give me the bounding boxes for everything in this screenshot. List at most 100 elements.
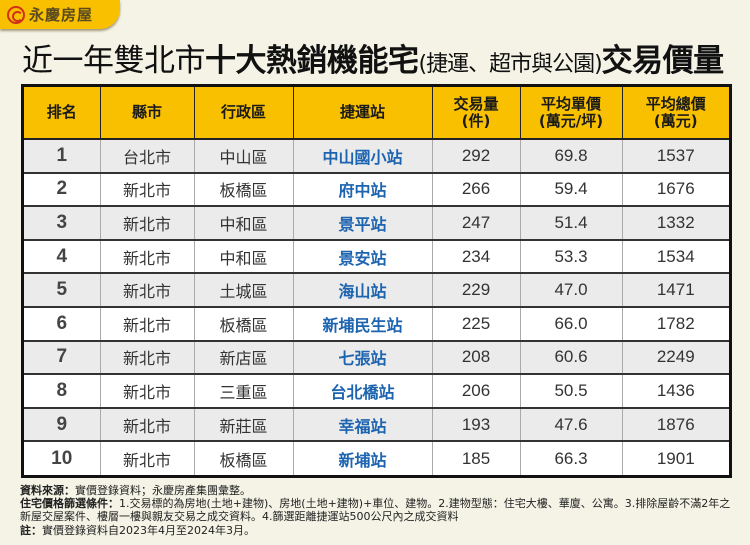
header-total-price: 平均總價 (萬元) xyxy=(622,87,729,140)
cell-station: 幸福站 xyxy=(293,407,433,443)
table-row: 4 新北市 中和區 景安站 234 53.3 1534 xyxy=(24,239,729,275)
cell-rank: 3 xyxy=(24,206,101,241)
cell-station: 中山國小站 xyxy=(293,139,433,174)
cell-volume: 206 xyxy=(432,374,521,409)
cell-station: 新埔站 xyxy=(293,441,433,475)
cell-volume: 266 xyxy=(432,172,521,208)
cell-rank: 1 xyxy=(24,139,101,174)
header-district: 行政區 xyxy=(194,87,294,140)
title-part-2: 十大熱銷機能宅 xyxy=(205,43,419,79)
cell-station: 新埔民生站 xyxy=(293,306,433,342)
cell-city: 新北市 xyxy=(100,441,195,475)
cell-total-price: 1782 xyxy=(622,306,729,342)
cell-total-price: 1876 xyxy=(622,407,729,443)
cell-district: 新莊區 xyxy=(194,407,294,443)
brand-logo-icon xyxy=(7,5,25,24)
cell-volume: 229 xyxy=(432,273,521,308)
cell-city: 新北市 xyxy=(100,206,195,241)
cell-district: 中和區 xyxy=(194,206,294,241)
cell-district: 板橋區 xyxy=(194,306,294,342)
cell-rank: 4 xyxy=(24,239,101,275)
cell-rank: 2 xyxy=(24,172,101,208)
table-row: 3 新北市 中和區 景平站 247 51.4 1332 xyxy=(24,206,729,241)
cell-city: 新北市 xyxy=(100,340,195,376)
cell-total-price: 1676 xyxy=(622,172,729,208)
cell-rank: 9 xyxy=(24,407,101,443)
cell-unit-price: 51.4 xyxy=(520,206,623,241)
cell-total-price: 1471 xyxy=(622,273,729,308)
table-row: 5 新北市 土城區 海山站 229 47.0 1471 xyxy=(24,273,729,308)
cell-rank: 10 xyxy=(24,441,101,475)
cell-total-price: 1436 xyxy=(622,374,729,409)
table-row: 8 新北市 三重區 台北橋站 206 50.5 1436 xyxy=(24,374,729,409)
cell-total-price: 2249 xyxy=(622,340,729,376)
cell-volume: 234 xyxy=(432,239,521,275)
header-volume: 交易量 (件) xyxy=(432,87,521,140)
table-row: 10 新北市 板橋區 新埔站 185 66.3 1901 xyxy=(24,441,729,475)
title-part-1: 近一年雙北市 xyxy=(22,43,206,79)
cell-station: 七張站 xyxy=(293,340,433,376)
cell-city: 台北市 xyxy=(100,139,195,174)
cell-city: 新北市 xyxy=(100,374,195,409)
header-unit-price: 平均單價 (萬元/坪) xyxy=(520,87,623,140)
cell-unit-price: 47.0 xyxy=(520,273,623,308)
cell-district: 板橋區 xyxy=(194,441,294,475)
table-row: 6 新北市 板橋區 新埔民生站 225 66.0 1782 xyxy=(24,306,729,342)
footnotes: 資料來源：實價登錄資料；永慶房產集團彙整。 住宅價格篩選條件：1.交易標的為房地… xyxy=(20,484,740,537)
table-header-row: 排名 縣市 行政區 捷運站 交易量 (件) 平均單價 (萬元/坪) 平均總價 (萬元) xyxy=(24,87,729,140)
cell-rank: 7 xyxy=(24,340,101,376)
cell-unit-price: 60.6 xyxy=(520,340,623,376)
cell-station: 府中站 xyxy=(293,172,433,208)
cell-district: 中山區 xyxy=(194,139,294,174)
cell-total-price: 1332 xyxy=(622,206,729,241)
cell-station: 台北橋站 xyxy=(293,374,433,409)
cell-rank: 6 xyxy=(24,306,101,342)
cell-district: 中和區 xyxy=(194,239,294,275)
cell-unit-price: 66.3 xyxy=(520,441,623,475)
header-city: 縣市 xyxy=(100,87,195,140)
cell-unit-price: 53.3 xyxy=(520,239,623,275)
title-part-4: 交易價量 xyxy=(601,43,725,79)
cell-volume: 247 xyxy=(432,206,521,241)
cell-city: 新北市 xyxy=(100,172,195,208)
cell-volume: 208 xyxy=(432,340,521,376)
table-row: 2 新北市 板橋區 府中站 266 59.4 1676 xyxy=(24,172,729,208)
brand-name: 永慶房屋 xyxy=(29,6,94,24)
cell-district: 板橋區 xyxy=(194,172,294,208)
cell-city: 新北市 xyxy=(100,407,195,443)
cell-rank: 5 xyxy=(24,273,101,308)
cell-station: 景平站 xyxy=(293,206,433,241)
cell-city: 新北市 xyxy=(100,306,195,342)
cell-total-price: 1901 xyxy=(622,441,729,475)
cell-volume: 292 xyxy=(432,139,521,174)
brand-logo: 永慶房屋 xyxy=(0,0,120,29)
page-title: 近一年雙北市 十大熱銷機能宅 (捷運、超市與公園) 交易價量 xyxy=(22,35,742,79)
cell-district: 三重區 xyxy=(194,374,294,409)
table-row: 7 新北市 新店區 七張站 208 60.6 2249 xyxy=(24,340,729,376)
header-station: 捷運站 xyxy=(293,87,433,140)
cell-volume: 185 xyxy=(432,441,521,475)
remark-note: 註：實價登錄資料自2023年4月至2024年3月。 xyxy=(20,523,255,537)
table-row: 1 台北市 中山區 中山國小站 292 69.8 1537 xyxy=(24,139,729,174)
cell-unit-price: 59.4 xyxy=(520,172,623,208)
table-row: 9 新北市 新莊區 幸福站 193 47.6 1876 xyxy=(24,407,729,443)
cell-rank: 8 xyxy=(24,374,101,409)
cell-district: 新店區 xyxy=(194,340,294,376)
criteria-note: 住宅價格篩選條件：1.交易標的為房地(土地+建物)、房地(土地+建物)+車位、建… xyxy=(20,497,731,524)
cell-total-price: 1537 xyxy=(622,139,729,174)
cell-city: 新北市 xyxy=(100,239,195,275)
cell-unit-price: 66.0 xyxy=(520,306,623,342)
cell-volume: 225 xyxy=(432,306,521,342)
cell-volume: 193 xyxy=(432,407,521,443)
source-note: 資料來源：實價登錄資料；永慶房產集團彙整。 xyxy=(20,484,251,497)
cell-station: 景安站 xyxy=(293,239,433,275)
cell-total-price: 1534 xyxy=(622,239,729,275)
header-rank: 排名 xyxy=(24,87,101,140)
ranking-table: 排名 縣市 行政區 捷運站 交易量 (件) 平均單價 (萬元/坪) 平均總價 (萬元)… xyxy=(21,84,732,478)
cell-unit-price: 47.6 xyxy=(520,407,623,443)
cell-unit-price: 69.8 xyxy=(520,139,623,174)
cell-city: 新北市 xyxy=(100,273,195,308)
cell-district: 土城區 xyxy=(194,273,294,308)
title-part-3: (捷運、超市與公園) xyxy=(418,52,603,77)
